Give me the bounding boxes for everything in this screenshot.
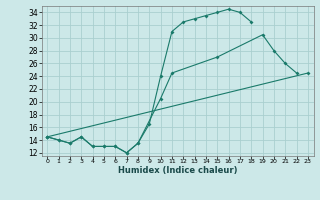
X-axis label: Humidex (Indice chaleur): Humidex (Indice chaleur) (118, 166, 237, 175)
